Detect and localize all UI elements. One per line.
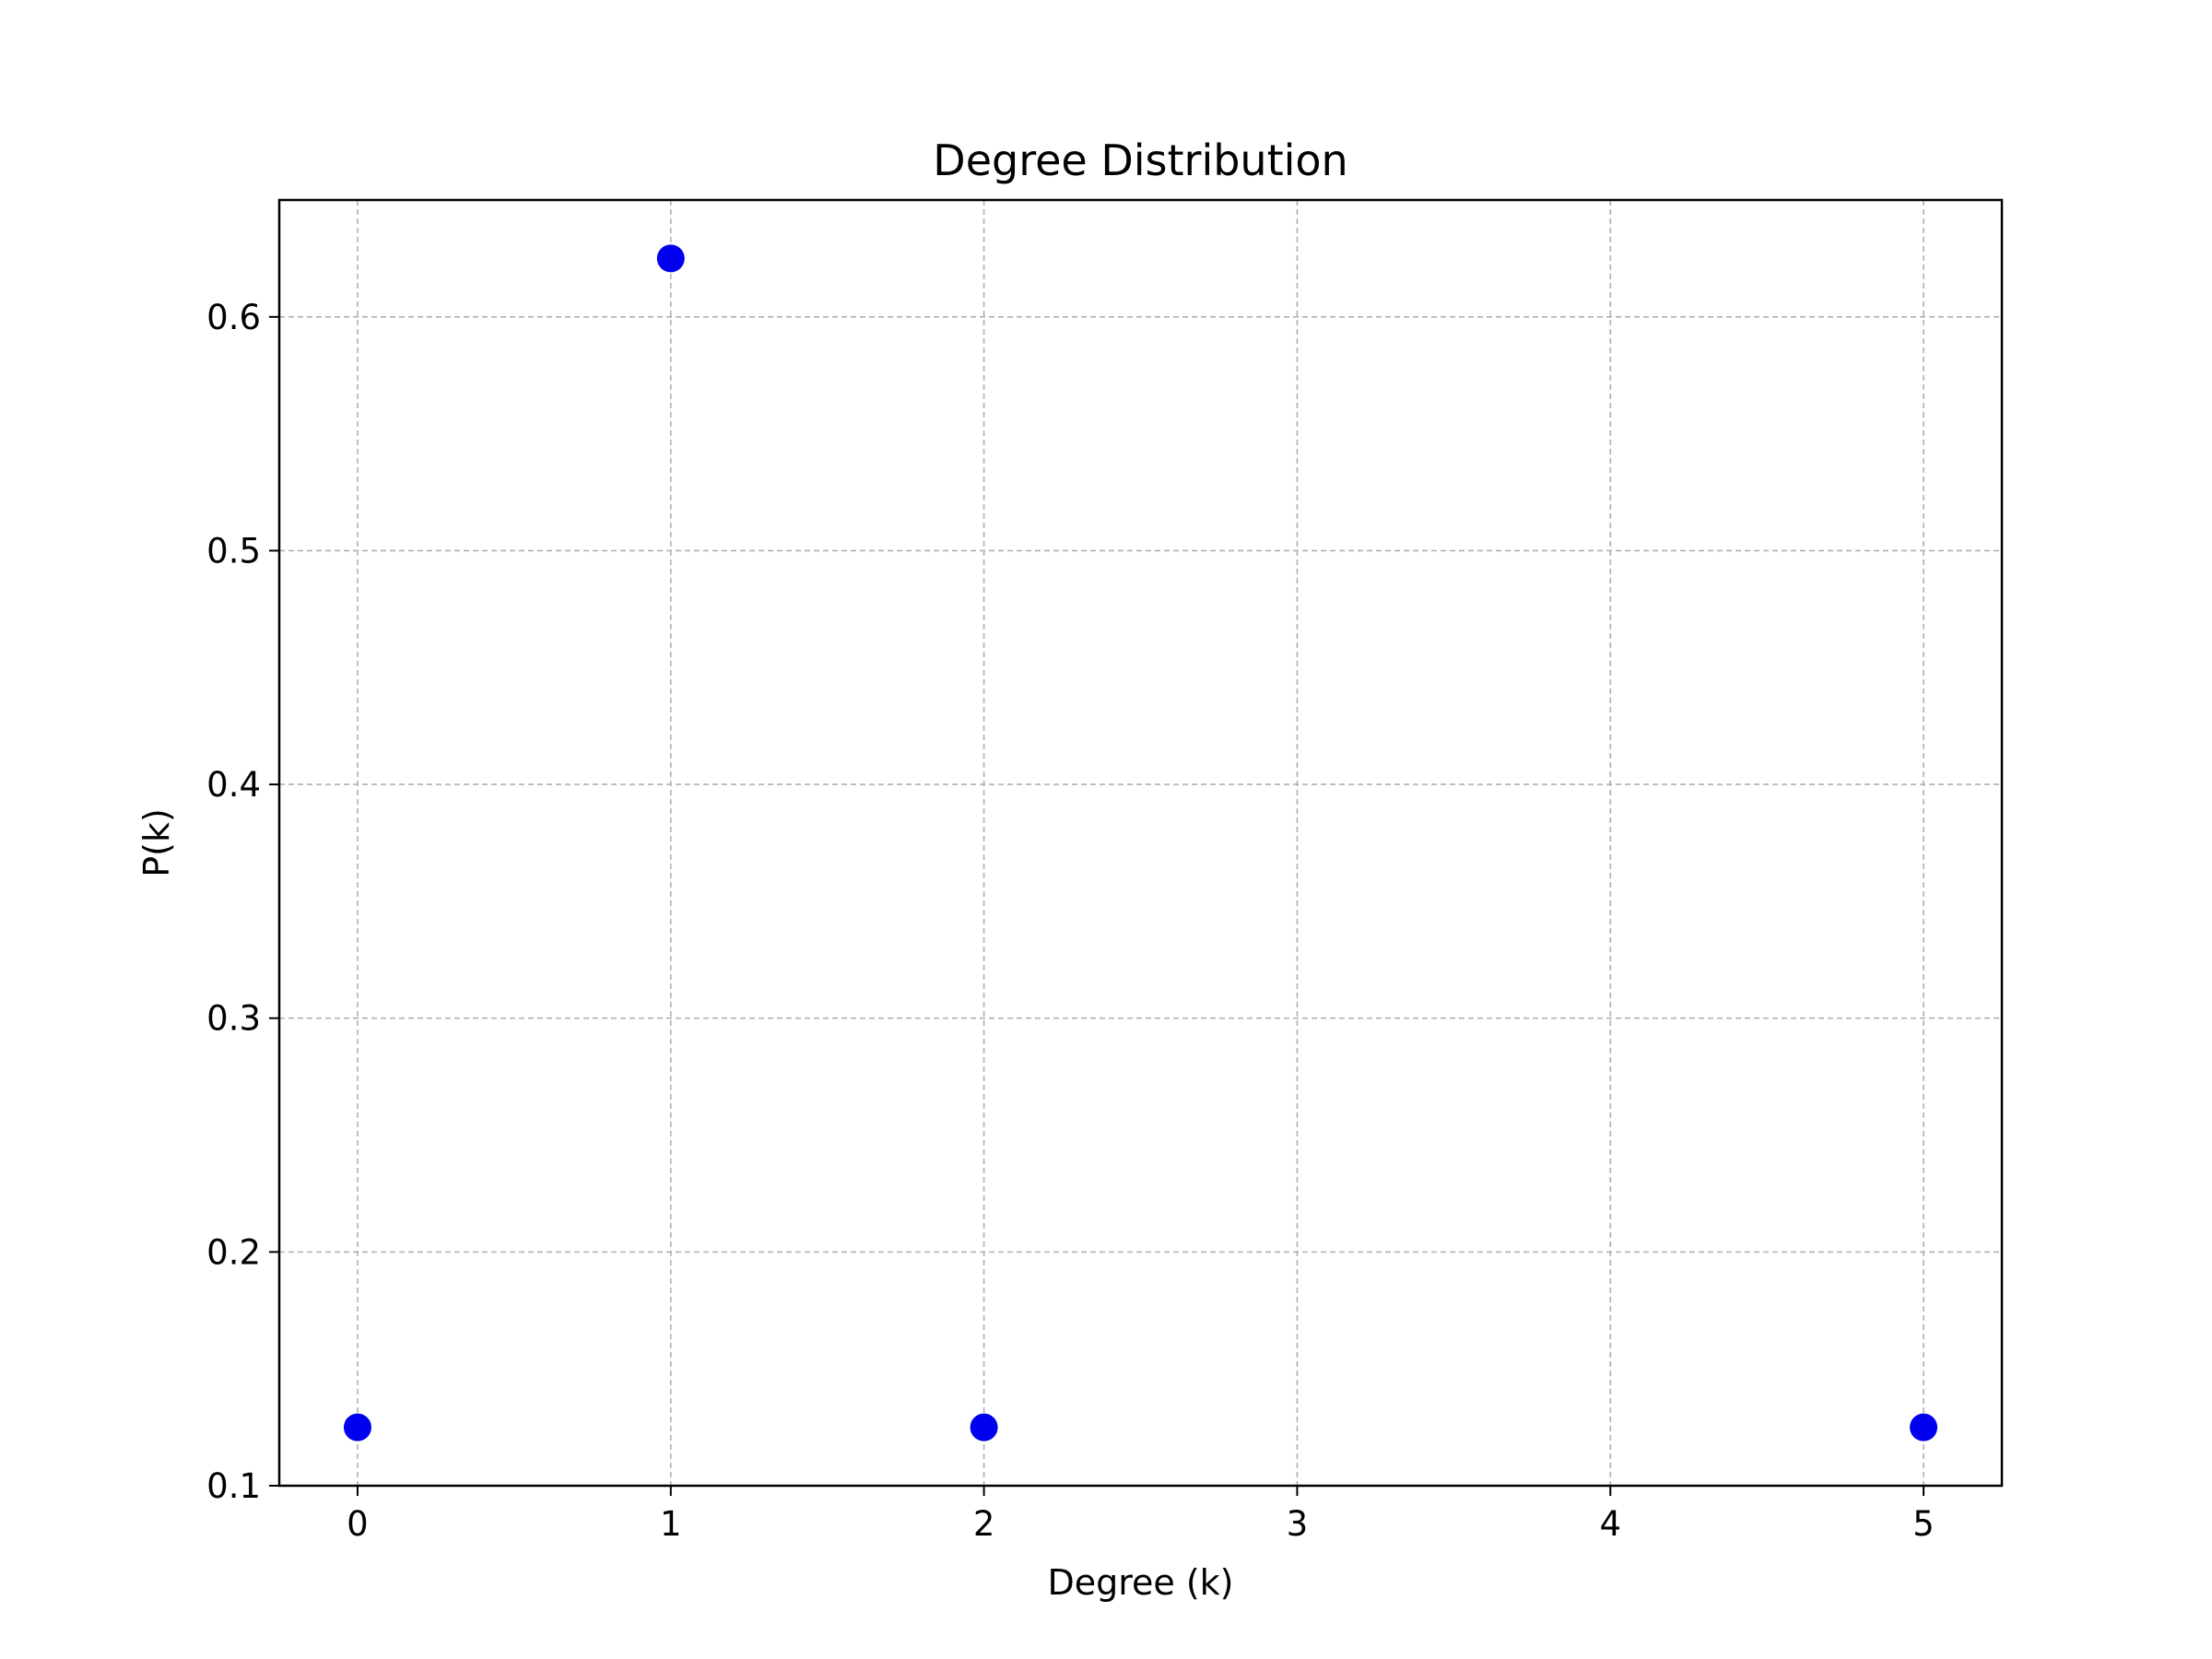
data-point-k5 <box>1910 1413 1938 1441</box>
points-layer <box>343 244 1938 1441</box>
y-tick-label: 0.1 <box>206 1466 261 1506</box>
x-tick-label: 0 <box>347 1504 369 1544</box>
x-tick-label: 5 <box>1912 1504 1935 1544</box>
data-point-k2 <box>970 1413 998 1441</box>
x-tick-label: 3 <box>1287 1504 1309 1544</box>
y-tick-label: 0.2 <box>206 1232 261 1272</box>
ticks-layer: 0 1 2 3 4 5 0.1 0.2 0.3 0.4 0.5 0.6 <box>206 298 1935 1544</box>
y-tick-label: 0.6 <box>206 298 261 337</box>
x-axis-label: Degree (k) <box>1047 1562 1233 1603</box>
chart-title: Degree Distribution <box>933 135 1347 185</box>
y-axis-label: P(k) <box>136 808 177 877</box>
x-tick-label: 2 <box>973 1504 995 1544</box>
y-tick-label: 0.3 <box>206 999 261 1039</box>
data-point-k1 <box>656 244 685 273</box>
data-point-k0 <box>343 1413 371 1441</box>
plot-frame <box>277 198 2004 1488</box>
y-tick-label: 0.5 <box>206 531 261 571</box>
x-tick-label: 4 <box>1599 1504 1621 1544</box>
x-tick-label: 1 <box>660 1504 682 1544</box>
y-tick-label: 0.4 <box>206 765 261 805</box>
